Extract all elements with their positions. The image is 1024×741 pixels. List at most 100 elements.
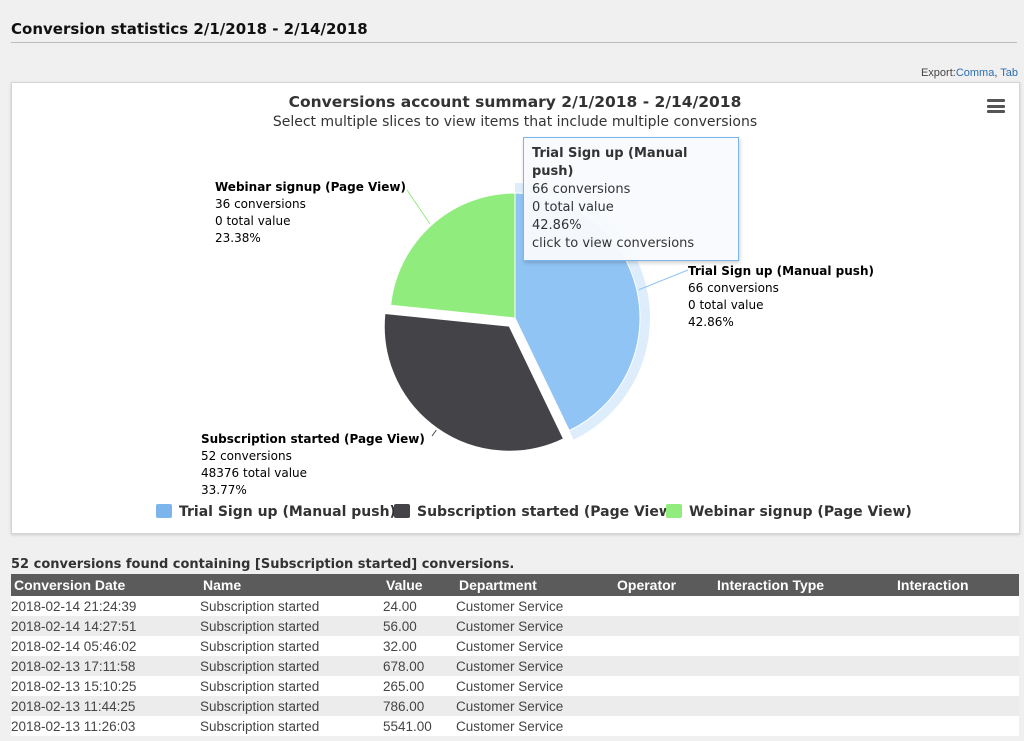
table-cell: Customer Service [456,676,614,696]
table-row[interactable]: 2018-02-13 11:44:25 Subscription started 7… [11,696,1019,716]
table-cell [894,656,1019,676]
tooltip-action: click to view conversions [532,236,695,251]
legend-item-webinar[interactable]: Webinar signup (Page View) [666,504,912,520]
hamburger-menu-icon[interactable] [987,99,1005,113]
export-tab-link[interactable]: Tab [1000,67,1018,79]
table-cell [894,636,1019,656]
data-label-subscription: Subscription started (Page View) 52 conv… [201,432,425,497]
legend-label: Webinar signup (Page View) [689,504,912,520]
table-cell [894,696,1019,716]
conversions-table: Conversion Date Name Value Department Op… [11,574,1019,736]
column-header[interactable]: Name [200,574,383,596]
label-connector [431,429,437,437]
table-cell: Customer Service [456,696,614,716]
table-cell [614,656,714,676]
table-cell: Customer Service [456,716,614,736]
table-cell: 2018-02-13 15:10:25 [11,676,200,696]
table-cell [714,616,894,636]
table-cell [714,596,894,616]
tooltip-title: Trial Sign up (Manual push) [532,146,688,179]
data-label-percent: 23.38% [215,231,261,245]
column-header[interactable]: Value [383,574,456,596]
column-header[interactable]: Conversion Date [11,574,200,596]
table-cell: Customer Service [456,616,614,636]
data-label-name: Webinar signup (Page View) [215,180,406,194]
chart-panel: Conversions account summary 2/1/2018 - 2… [11,82,1020,534]
data-label-conversions: 36 conversions [215,197,306,211]
label-connector [406,189,431,225]
chart-title: Conversions account summary 2/1/2018 - 2… [289,93,742,111]
legend-swatch [394,504,410,518]
table-cell [614,636,714,656]
table-cell: 2018-02-13 11:26:03 [11,716,200,736]
table-cell [894,676,1019,696]
table-cell: 56.00 [383,616,456,636]
data-label-name: Trial Sign up (Manual push) [688,264,874,278]
table-cell: 2018-02-13 17:11:58 [11,656,200,676]
pie-slice-webinar[interactable] [390,192,516,319]
tooltip-value: 0 total value [532,200,614,215]
tooltip-percent: 42.86% [532,218,582,233]
table-row[interactable]: 2018-02-13 17:11:58 Subscription started 6… [11,656,1019,676]
column-header[interactable]: Department [456,574,614,596]
pie-slice-subscription[interactable] [383,312,565,452]
menu-bar [987,110,1005,113]
export-links: Export:Comma, Tab [920,67,1018,79]
table-row[interactable]: 2018-02-14 21:24:39 Subscription started 2… [11,596,1019,616]
legend-item-trial[interactable]: Trial Sign up (Manual push) [156,504,396,520]
legend-swatch [666,504,682,518]
table-row[interactable]: 2018-02-14 05:46:02 Subscription started 3… [11,636,1019,656]
data-label-percent: 33.77% [201,483,247,497]
data-label-value: 0 total value [215,214,290,228]
table-cell: 2018-02-14 05:46:02 [11,636,200,656]
table-cell: Subscription started [200,656,383,676]
table-cell [614,696,714,716]
tooltip-conversions: 66 conversions [532,182,631,197]
table-cell [714,636,894,656]
table-row[interactable]: 2018-02-13 15:10:25 Subscription started 2… [11,676,1019,696]
table-cell [614,616,714,636]
table-cell [614,676,714,696]
menu-bar [987,99,1005,102]
table-cell: Subscription started [200,676,383,696]
table-cell: 786.00 [383,696,456,716]
data-label-webinar: Webinar signup (Page View) 36 conversion… [215,180,406,245]
data-label-trial: Trial Sign up (Manual push) 66 conversio… [688,264,874,329]
table-cell: Customer Service [456,636,614,656]
table-cell: Subscription started [200,696,383,716]
pie-chart: Conversions account summary 2/1/2018 - 2… [156,93,912,520]
export-label: Export: [920,67,956,79]
data-label-percent: 42.86% [688,315,734,329]
data-label-conversions: 52 conversions [201,449,292,463]
data-label-value: 0 total value [688,298,763,312]
column-header[interactable]: Interaction Type [714,574,894,596]
chart-subtitle: Select multiple slices to view items tha… [273,114,757,130]
table-cell: Subscription started [200,716,383,736]
table-cell: 2018-02-14 14:27:51 [11,616,200,636]
table-row[interactable]: 2018-02-13 11:26:03 Subscription started 5… [11,716,1019,736]
chart-legend: Trial Sign up (Manual push) Subscription… [156,504,912,520]
table-cell: 32.00 [383,636,456,656]
column-header[interactable]: Operator [614,574,714,596]
column-header[interactable]: Interaction [894,574,1019,596]
legend-item-subscription[interactable]: Subscription started (Page View) [394,504,678,520]
table-cell: 678.00 [383,656,456,676]
table-cell [614,596,714,616]
table-row[interactable]: 2018-02-14 14:27:51 Subscription started 5… [11,616,1019,636]
data-label-conversions: 66 conversions [688,281,779,295]
table-cell: Customer Service [456,596,614,616]
legend-label: Trial Sign up (Manual push) [179,504,396,520]
table-cell: 2018-02-13 11:44:25 [11,696,200,716]
table-cell: 265.00 [383,676,456,696]
table-cell: Subscription started [200,616,383,636]
table-cell [894,596,1019,616]
table-cell [894,616,1019,636]
data-label-name: Subscription started (Page View) [201,432,425,446]
table-cell [714,676,894,696]
table-header-row: Conversion Date Name Value Department Op… [11,574,1019,596]
page-header: Conversion statistics 2/1/2018 - 2/14/20… [11,20,1017,43]
page-title: Conversion statistics 2/1/2018 - 2/14/20… [11,20,368,38]
menu-bar [987,104,1005,108]
export-comma-link[interactable]: Comma [955,67,995,79]
table-cell: 2018-02-14 21:24:39 [11,596,200,616]
